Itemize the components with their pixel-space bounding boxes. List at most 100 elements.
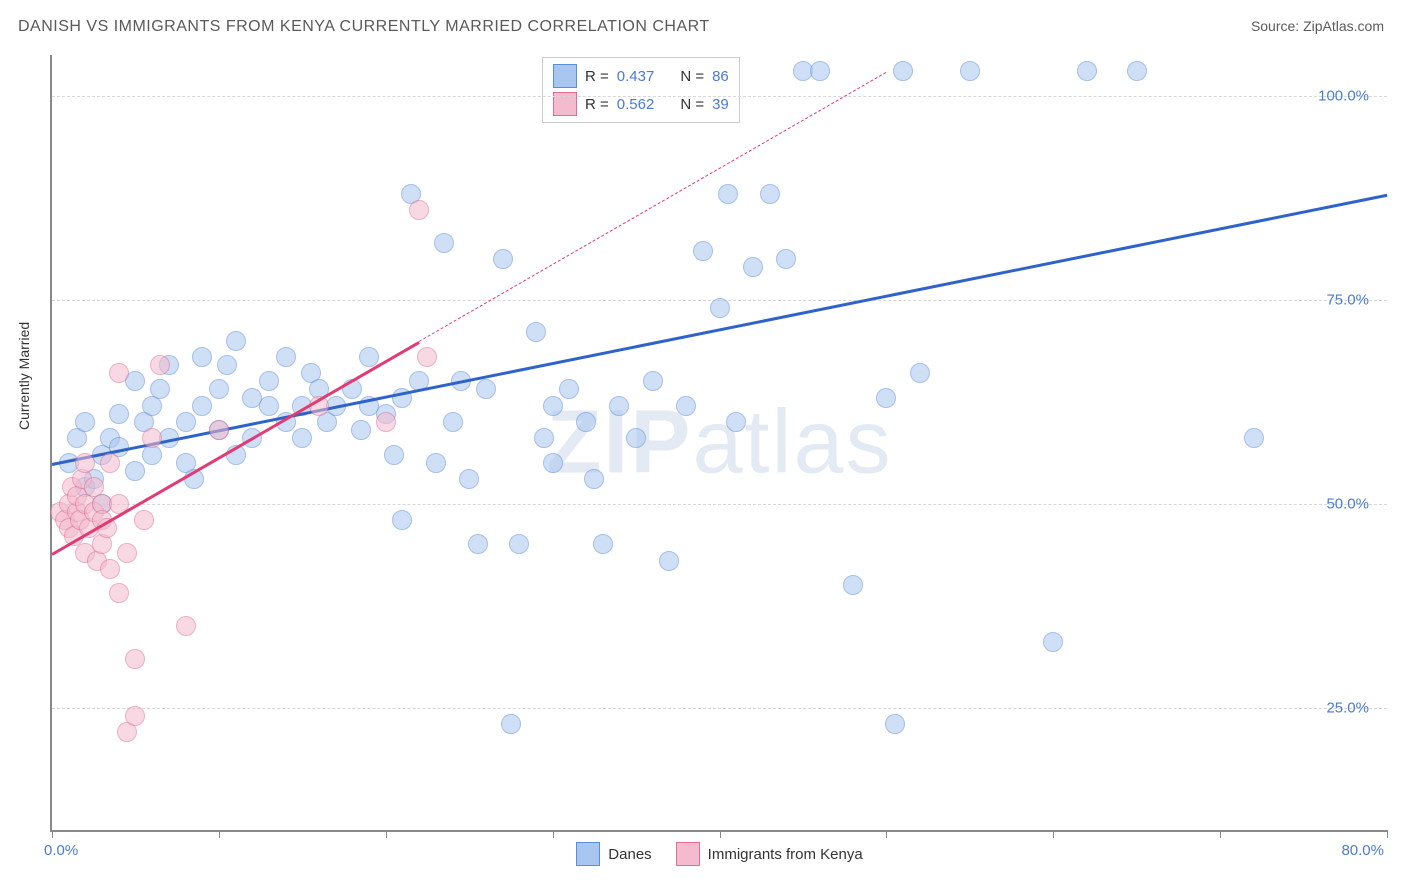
legend-label: Immigrants from Kenya <box>708 846 863 863</box>
n-value: 39 <box>712 96 729 113</box>
legend-swatch <box>676 842 700 866</box>
data-point <box>885 714 905 734</box>
r-value: 0.437 <box>617 68 655 85</box>
data-point <box>209 420 229 440</box>
data-point <box>75 453 95 473</box>
data-point <box>693 241 713 261</box>
data-point <box>559 379 579 399</box>
y-tick-label: 75.0% <box>1326 291 1369 308</box>
data-point <box>176 412 196 432</box>
data-point <box>810 61 830 81</box>
gridline <box>52 504 1387 505</box>
data-point <box>217 355 237 375</box>
legend-series: Danes Immigrants from Kenya <box>52 842 1387 870</box>
legend-item: Immigrants from Kenya <box>676 842 863 866</box>
data-point <box>584 469 604 489</box>
data-point <box>676 396 696 416</box>
data-point <box>176 616 196 636</box>
data-point <box>543 396 563 416</box>
legend-label: Danes <box>608 846 651 863</box>
data-point <box>443 412 463 432</box>
data-point <box>142 428 162 448</box>
data-point <box>476 379 496 399</box>
data-point <box>593 534 613 554</box>
data-point <box>760 184 780 204</box>
x-tick <box>886 830 887 838</box>
legend-correlation: R =0.437N =86R =0.562N =39 <box>542 57 740 123</box>
data-point <box>125 461 145 481</box>
data-point <box>643 371 663 391</box>
data-point <box>392 510 412 530</box>
data-point <box>493 249 513 269</box>
data-point <box>509 534 529 554</box>
data-point <box>75 412 95 432</box>
data-point <box>292 428 312 448</box>
y-tick-label: 50.0% <box>1326 495 1369 512</box>
data-point <box>1077 61 1097 81</box>
legend-row: R =0.437N =86 <box>553 62 729 90</box>
data-point <box>117 543 137 563</box>
x-tick <box>1053 830 1054 838</box>
n-value: 86 <box>712 68 729 85</box>
plot-area: ZIPatlas R =0.437N =86R =0.562N =39 Dane… <box>50 55 1387 832</box>
x-tick <box>52 830 53 838</box>
x-axis-min-label: 0.0% <box>44 842 78 859</box>
data-point <box>843 575 863 595</box>
y-tick-label: 25.0% <box>1326 699 1369 716</box>
legend-item: Danes <box>576 842 651 866</box>
data-point <box>384 445 404 465</box>
data-point <box>125 706 145 726</box>
data-point <box>192 396 212 416</box>
data-point <box>226 331 246 351</box>
n-label: N = <box>680 68 704 85</box>
data-point <box>426 453 446 473</box>
data-point <box>192 347 212 367</box>
data-point <box>125 649 145 669</box>
data-point <box>259 396 279 416</box>
y-tick-label: 100.0% <box>1318 87 1369 104</box>
data-point <box>534 428 554 448</box>
data-point <box>150 379 170 399</box>
x-tick <box>219 830 220 838</box>
data-point <box>100 559 120 579</box>
chart-title: DANISH VS IMMIGRANTS FROM KENYA CURRENTL… <box>18 18 710 36</box>
data-point <box>259 371 279 391</box>
data-point <box>468 534 488 554</box>
data-point <box>351 420 371 440</box>
r-label: R = <box>585 96 609 113</box>
data-point <box>359 347 379 367</box>
x-tick <box>1220 830 1221 838</box>
data-point <box>526 322 546 342</box>
data-point <box>1244 428 1264 448</box>
x-tick <box>386 830 387 838</box>
x-tick <box>553 830 554 838</box>
data-point <box>543 453 563 473</box>
data-point <box>501 714 521 734</box>
data-point <box>376 412 396 432</box>
x-axis-max-label: 80.0% <box>1341 842 1384 859</box>
gridline <box>52 708 1387 709</box>
data-point <box>434 233 454 253</box>
gridline <box>52 96 1387 97</box>
data-point <box>134 510 154 530</box>
data-point <box>417 347 437 367</box>
data-point <box>1043 632 1063 652</box>
data-point <box>718 184 738 204</box>
data-point <box>409 200 429 220</box>
data-point <box>576 412 596 432</box>
data-point <box>100 453 120 473</box>
trend-line <box>52 194 1388 466</box>
legend-swatch <box>553 64 577 88</box>
data-point <box>109 404 129 424</box>
data-point <box>609 396 629 416</box>
data-point <box>626 428 646 448</box>
data-point <box>960 61 980 81</box>
data-point <box>109 363 129 383</box>
r-value: 0.562 <box>617 96 655 113</box>
n-label: N = <box>680 96 704 113</box>
x-tick <box>1387 830 1388 838</box>
data-point <box>893 61 913 81</box>
data-point <box>710 298 730 318</box>
data-point <box>743 257 763 277</box>
y-axis-label: Currently Married <box>16 322 32 430</box>
